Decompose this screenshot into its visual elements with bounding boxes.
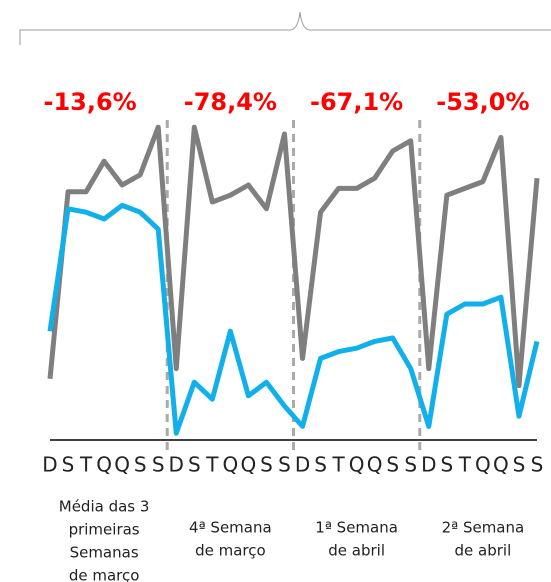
x-tick-label: Q <box>493 453 509 477</box>
x-tick-label: T <box>79 453 93 477</box>
group-label: de março <box>195 542 266 560</box>
x-tick-label: S <box>260 453 273 477</box>
group-label: Semanas <box>70 544 139 562</box>
x-tick-label: S <box>278 453 291 477</box>
group-label: 4ª Semana <box>189 519 272 537</box>
x-tick-label: Q <box>475 453 491 477</box>
x-tick-label: Q <box>367 453 383 477</box>
x-tick-label: D <box>421 453 436 477</box>
x-tick-label: Q <box>114 453 130 477</box>
x-tick-label: D <box>169 453 184 477</box>
x-tick-label: S <box>314 453 327 477</box>
x-tick-label: S <box>386 453 399 477</box>
x-tick-label: Q <box>349 453 365 477</box>
x-tick-label: S <box>188 453 201 477</box>
bracket <box>19 11 551 45</box>
group-label: de abril <box>455 542 512 560</box>
x-tick-label: S <box>152 453 165 477</box>
x-tick-label: Q <box>96 453 112 477</box>
annotation: -13,6% <box>43 88 136 116</box>
x-tick-label: S <box>440 453 453 477</box>
x-tick-label: T <box>331 453 345 477</box>
x-tick-label: T <box>458 453 472 477</box>
group-label: 1ª Semana <box>315 519 398 537</box>
series-line <box>47 124 540 389</box>
series-line <box>47 202 540 436</box>
x-tick-label: T <box>205 453 219 477</box>
x-tick-label: S <box>404 453 417 477</box>
annotation: -53,0% <box>436 88 529 116</box>
annotation: -67,1% <box>310 88 403 116</box>
x-tick-label: Q <box>222 453 238 477</box>
x-tick-label: Q <box>241 453 257 477</box>
group-label: Média das 3 <box>59 498 150 516</box>
group-label: de abril <box>328 542 385 560</box>
x-tick-label: S <box>62 453 75 477</box>
x-tick-label: S <box>513 453 526 477</box>
x-tick-label: S <box>531 453 544 477</box>
x-tick-label: D <box>42 453 57 477</box>
x-tick-label: S <box>134 453 147 477</box>
group-label: de março <box>69 567 140 582</box>
group-label: primeiras <box>69 521 140 539</box>
annotation: -78,4% <box>184 88 277 116</box>
x-tick-label: D <box>295 453 310 477</box>
group-label: 2ª Semana <box>442 519 525 537</box>
